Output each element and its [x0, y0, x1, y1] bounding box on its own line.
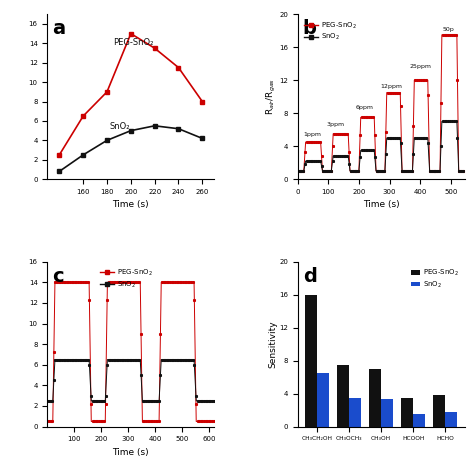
Bar: [349, 398, 361, 427]
Text: c: c: [53, 266, 64, 286]
Y-axis label: Sensitivity: Sensitivity: [269, 320, 278, 368]
Bar: [305, 295, 317, 427]
Text: b: b: [303, 19, 317, 38]
Legend: PEG-SnO$_2$, SnO$_2$: PEG-SnO$_2$, SnO$_2$: [409, 265, 461, 292]
Text: PEG-SnO₂: PEG-SnO₂: [113, 38, 153, 47]
Bar: [413, 414, 425, 427]
X-axis label: Time (s): Time (s): [112, 448, 149, 457]
Text: 50p: 50p: [442, 27, 454, 32]
Bar: [381, 400, 393, 427]
Bar: [337, 365, 349, 427]
Text: SnO₂: SnO₂: [109, 122, 130, 131]
Text: 6ppm: 6ppm: [356, 105, 374, 110]
X-axis label: Time (s): Time (s): [112, 201, 149, 210]
Text: d: d: [303, 266, 317, 286]
Text: 12ppm: 12ppm: [380, 84, 402, 90]
Text: a: a: [53, 19, 65, 38]
Bar: [433, 395, 445, 427]
Text: 25ppm: 25ppm: [409, 64, 431, 69]
Bar: [445, 412, 457, 427]
Text: 1ppm: 1ppm: [303, 132, 321, 137]
Legend: PEG-SnO$_2$, SnO$_2$: PEG-SnO$_2$, SnO$_2$: [98, 265, 155, 292]
Bar: [369, 369, 381, 427]
Legend: PEG-SnO$_2$, SnO$_2$: PEG-SnO$_2$, SnO$_2$: [301, 18, 359, 45]
Bar: [401, 398, 413, 427]
X-axis label: Time (s): Time (s): [363, 201, 400, 210]
Y-axis label: R$_{air}$/R$_{gas}$: R$_{air}$/R$_{gas}$: [264, 78, 278, 115]
Text: 3ppm: 3ppm: [327, 121, 345, 127]
Bar: [317, 373, 329, 427]
